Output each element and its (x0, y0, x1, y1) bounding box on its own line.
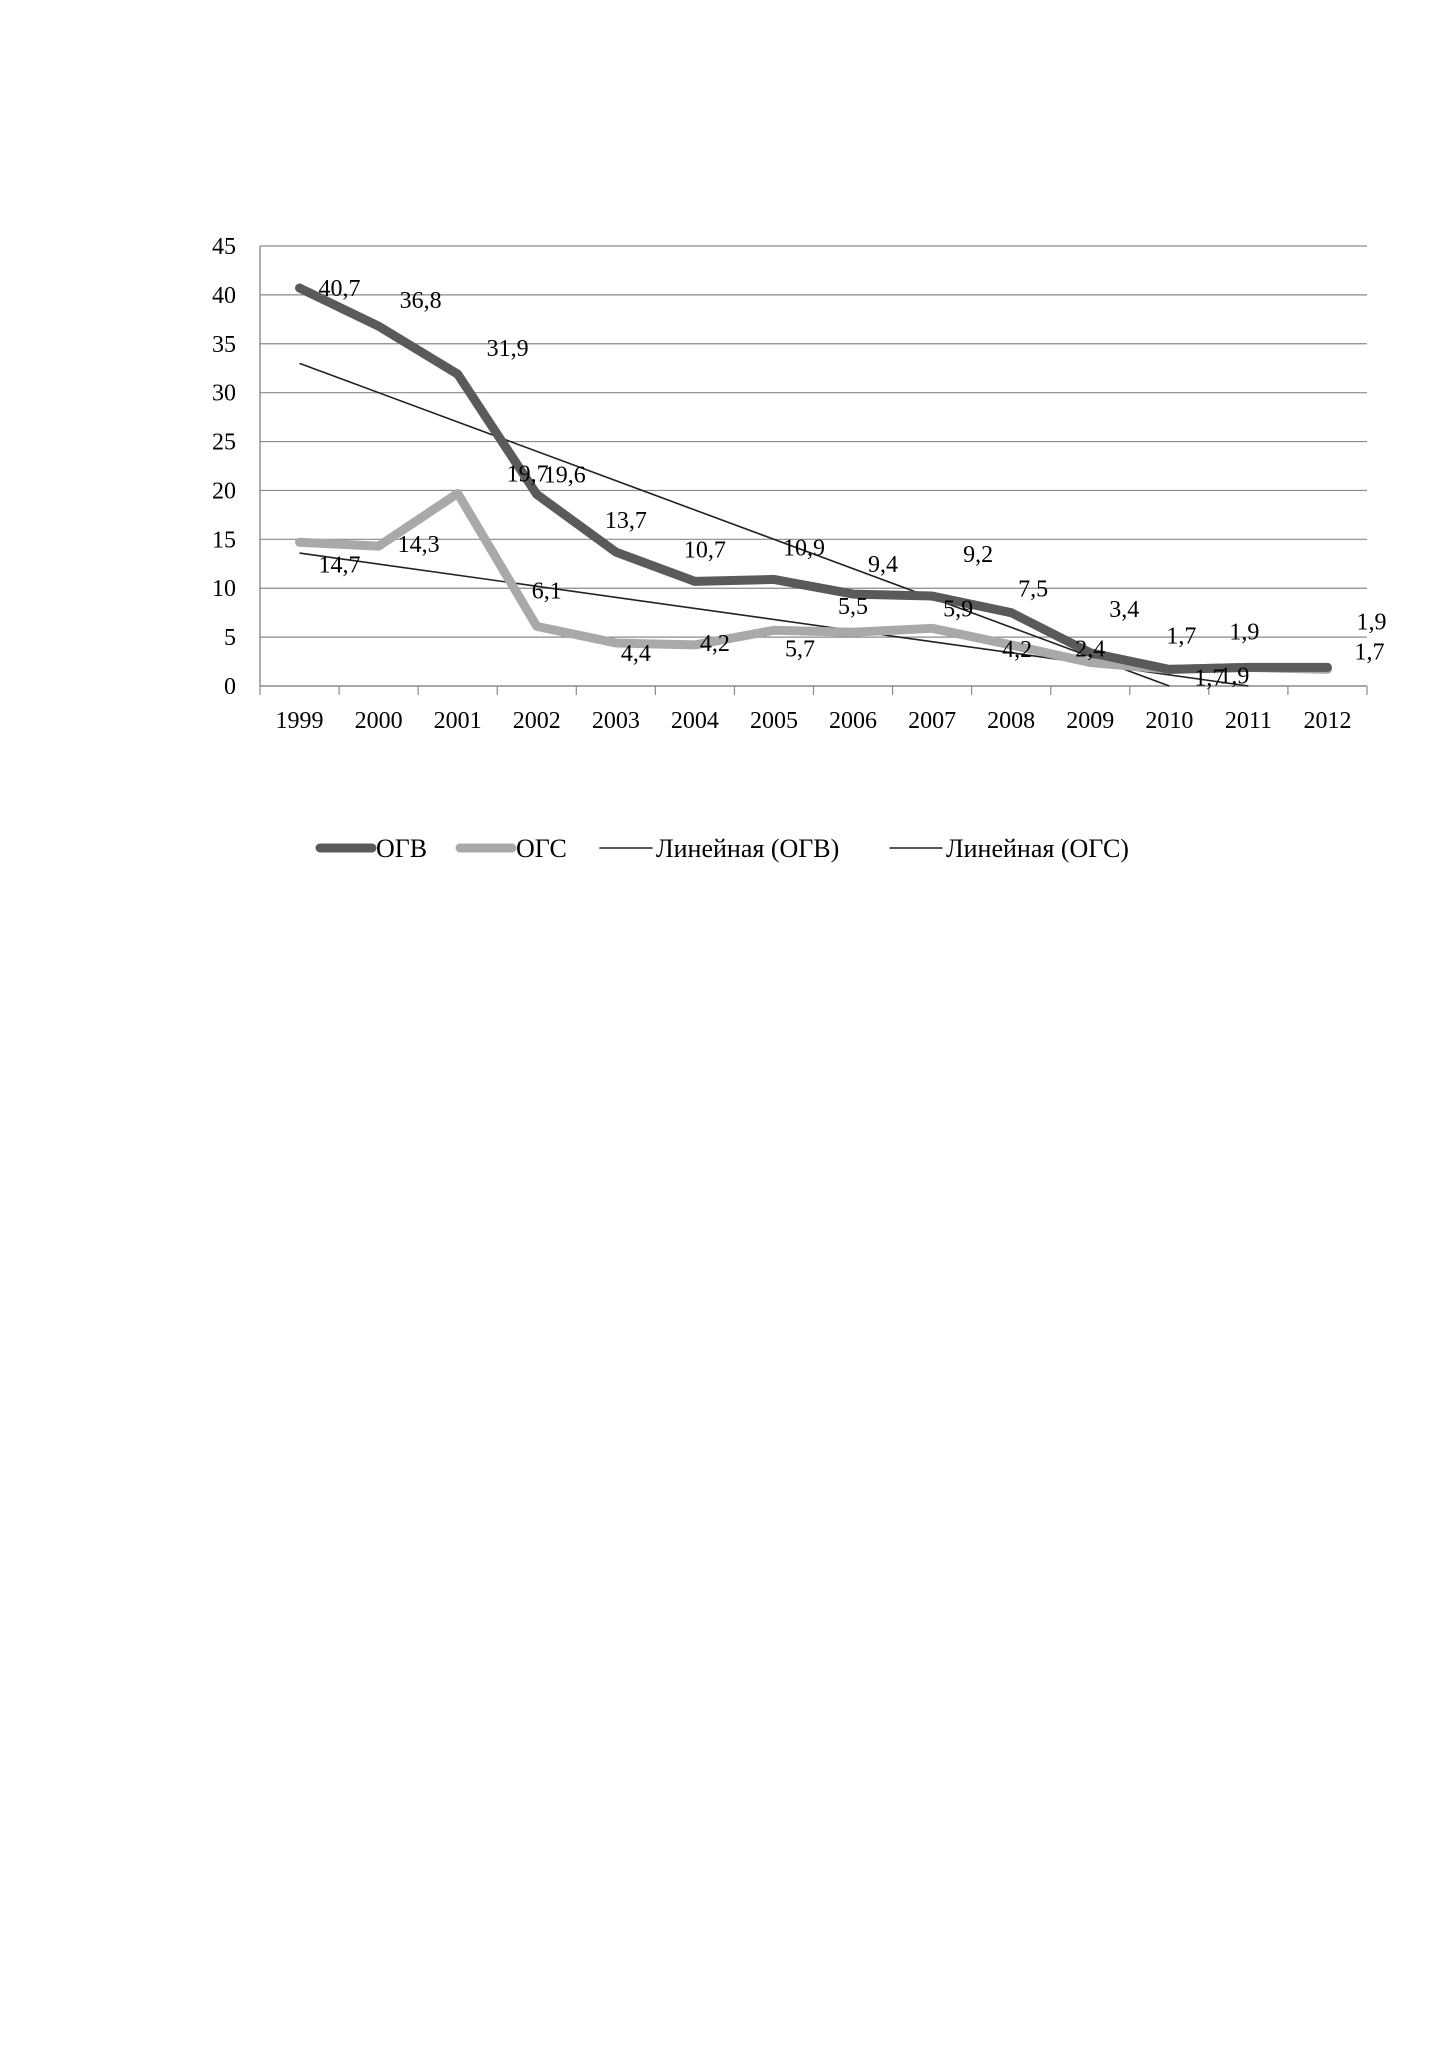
data-label: 10,9 (783, 535, 825, 561)
data-label: 36,8 (400, 288, 442, 314)
x-tick-label: 2004 (671, 708, 719, 734)
data-label: 9,4 (868, 552, 898, 578)
data-label: 1,9 (1356, 609, 1386, 635)
y-tick-label: 20 (212, 478, 236, 504)
y-tick-label: 5 (224, 625, 236, 651)
data-label: 3,4 (1109, 597, 1139, 623)
data-label: 1,7 (1166, 623, 1196, 649)
data-label: 14,3 (398, 532, 440, 558)
data-label: 1,9 (1229, 619, 1259, 645)
x-tick-label: 2007 (908, 708, 956, 734)
x-tick-label: 2011 (1225, 708, 1272, 734)
y-tick-label: 10 (212, 576, 236, 602)
x-tick-label: 2002 (513, 708, 561, 734)
legend-label: Линейная (ОГС) (946, 834, 1129, 863)
data-labels: 40,7 36,8 31,9 19,6 13,7 10,7 10,9 9,4 9,2 7,5 3,4… (319, 276, 1387, 691)
x-tick-label: 2000 (355, 708, 403, 734)
x-tick-label: 2008 (987, 708, 1035, 734)
legend-label: ОГС (516, 834, 567, 863)
data-label: 5,7 (785, 636, 815, 662)
data-label: 5,5 (838, 594, 868, 620)
data-label: 4,4 (621, 641, 651, 667)
data-label: 4,2 (1002, 637, 1032, 663)
x-tick-label: 1999 (276, 708, 324, 734)
data-label: 10,7 (684, 537, 726, 563)
y-tick-label: 35 (212, 332, 236, 358)
x-tick-label: 2009 (1066, 708, 1114, 734)
y-tick-label: 15 (212, 527, 236, 553)
x-tick-label: 2003 (592, 708, 640, 734)
series-line (295, 283, 1332, 674)
legend: ОГВ ОГС Линейная (ОГВ) Линейная (ОГС) (315, 834, 1129, 863)
x-tick-label: 2010 (1145, 708, 1193, 734)
data-label: 6,1 (532, 578, 562, 604)
series-lines (295, 283, 1332, 674)
legend-label: ОГВ (376, 834, 427, 863)
y-tick-label: 0 (224, 674, 236, 700)
data-label: 31,9 (487, 336, 529, 362)
data-label: 4,2 (700, 631, 730, 657)
data-label: 13,7 (605, 508, 647, 534)
data-label: 40,7 (319, 276, 361, 302)
y-tick-label: 30 (212, 381, 236, 407)
data-label: 1,9 (1219, 663, 1249, 689)
x-tick-label: 2012 (1303, 708, 1351, 734)
data-label: 5,9 (943, 596, 973, 622)
data-label: 14,7 (319, 552, 361, 578)
data-label: 7,5 (1018, 577, 1048, 603)
data-label: 2,4 (1075, 637, 1105, 663)
data-label: 1,7 (1194, 665, 1224, 691)
data-label: 19,7 (507, 461, 549, 487)
data-label: 19,6 (544, 462, 586, 488)
grid-lines (260, 245, 1367, 638)
trendline (299, 362, 1170, 687)
y-tick-label: 40 (212, 283, 236, 309)
x-tick-label: 2001 (434, 708, 482, 734)
legend-label: Линейная (ОГВ) (656, 834, 839, 863)
x-tick-label: 2005 (750, 708, 798, 734)
axes: 0 5 10 15 20 25 30 35 40 45 1999 2000 2001 2002 2003 20… (212, 234, 1368, 734)
data-label: 1,7 (1354, 639, 1384, 665)
y-tick-label: 45 (212, 234, 236, 260)
x-tick-label: 2006 (829, 708, 877, 734)
y-tick-label: 25 (212, 430, 236, 456)
data-label: 9,2 (963, 542, 993, 568)
